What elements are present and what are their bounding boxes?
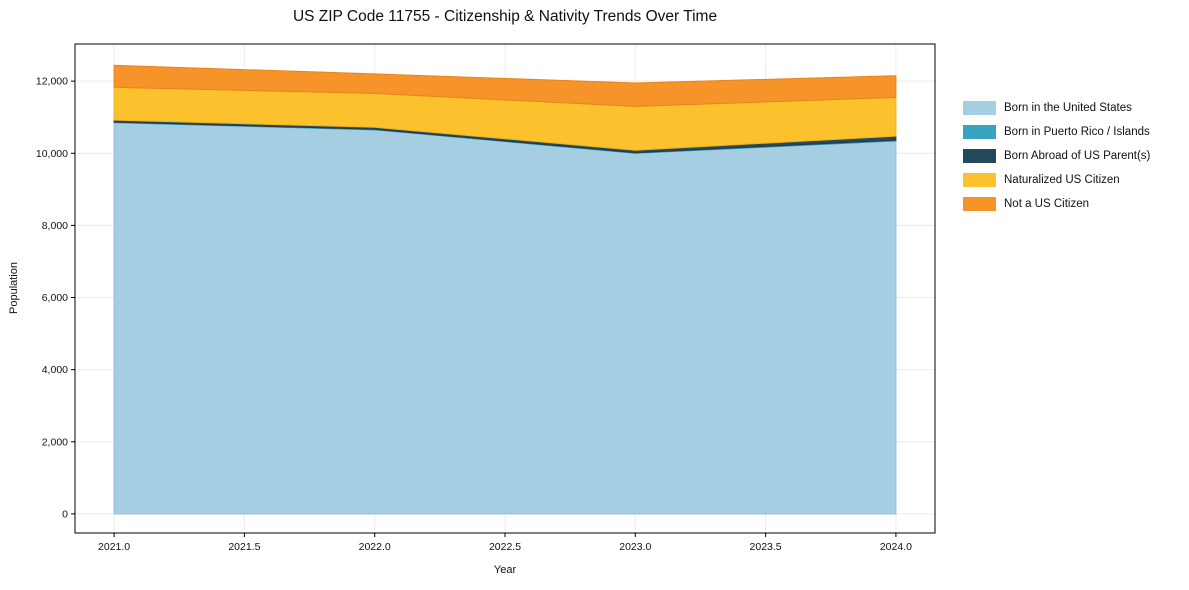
- legend-swatch: [963, 197, 996, 211]
- legend-label: Born in Puerto Rico / Islands: [1004, 126, 1150, 138]
- x-axis-label: Year: [493, 564, 517, 576]
- y-tick-label: 10,000: [36, 148, 68, 160]
- legend-item-born-in-puerto-rico-islands: Born in Puerto Rico / Islands: [963, 125, 1150, 139]
- legend-item-naturalized-us-citizen: Naturalized US Citizen: [963, 173, 1150, 187]
- x-tick-label: 2021.0: [98, 541, 130, 553]
- y-tick-label: 8,000: [42, 220, 68, 232]
- x-tick-label: 2023.0: [619, 541, 651, 553]
- y-tick-label: 0: [62, 508, 68, 520]
- chart-title: US ZIP Code 11755 - Citizenship & Nativi…: [292, 8, 718, 25]
- stacked-areas: [113, 64, 897, 515]
- x-tick-label: 2021.5: [228, 541, 260, 553]
- x-tick-label: 2023.5: [750, 541, 782, 553]
- area-not-a-us-citizen: [113, 64, 897, 107]
- x-tick-label: 2024.0: [880, 541, 912, 553]
- area-born-in-the-united-states: [113, 122, 897, 515]
- x-axis-ticks: 2021.0 2021.5 2022.0 2022.5 2023.0 2023.5 2024…: [98, 533, 912, 553]
- x-tick-label: 2022.0: [359, 541, 391, 553]
- y-tick-label: 6,000: [42, 292, 68, 304]
- legend-swatch: [963, 101, 996, 115]
- legend-label: Naturalized US Citizen: [1004, 174, 1120, 186]
- legend-label: Not a US Citizen: [1004, 198, 1090, 210]
- legend-item-not-a-us-citizen: Not a US Citizen: [963, 197, 1150, 211]
- y-tick-label: 2,000: [42, 436, 68, 448]
- legend-swatch: [963, 125, 996, 139]
- legend-label: Born in the United States: [1004, 102, 1132, 114]
- legend-item-born-abroad-of-us-parent-s: Born Abroad of US Parent(s): [963, 149, 1150, 163]
- legend-swatch: [963, 149, 996, 163]
- x-tick-label: 2022.5: [489, 541, 521, 553]
- y-axis-label: Population: [8, 262, 20, 314]
- legend-label: Born Abroad of US Parent(s): [1004, 150, 1151, 162]
- y-axis-ticks: 0 2,000 4,000 6,000 8,000 10,000 12,000: [36, 76, 75, 520]
- y-tick-label: 4,000: [42, 364, 68, 376]
- y-tick-label: 12,000: [36, 76, 68, 88]
- legend-swatch: [963, 173, 996, 187]
- legend-item-born-in-the-united-states: Born in the United States: [963, 101, 1150, 115]
- legend: Born in the United States Born in Puerto …: [963, 101, 1150, 211]
